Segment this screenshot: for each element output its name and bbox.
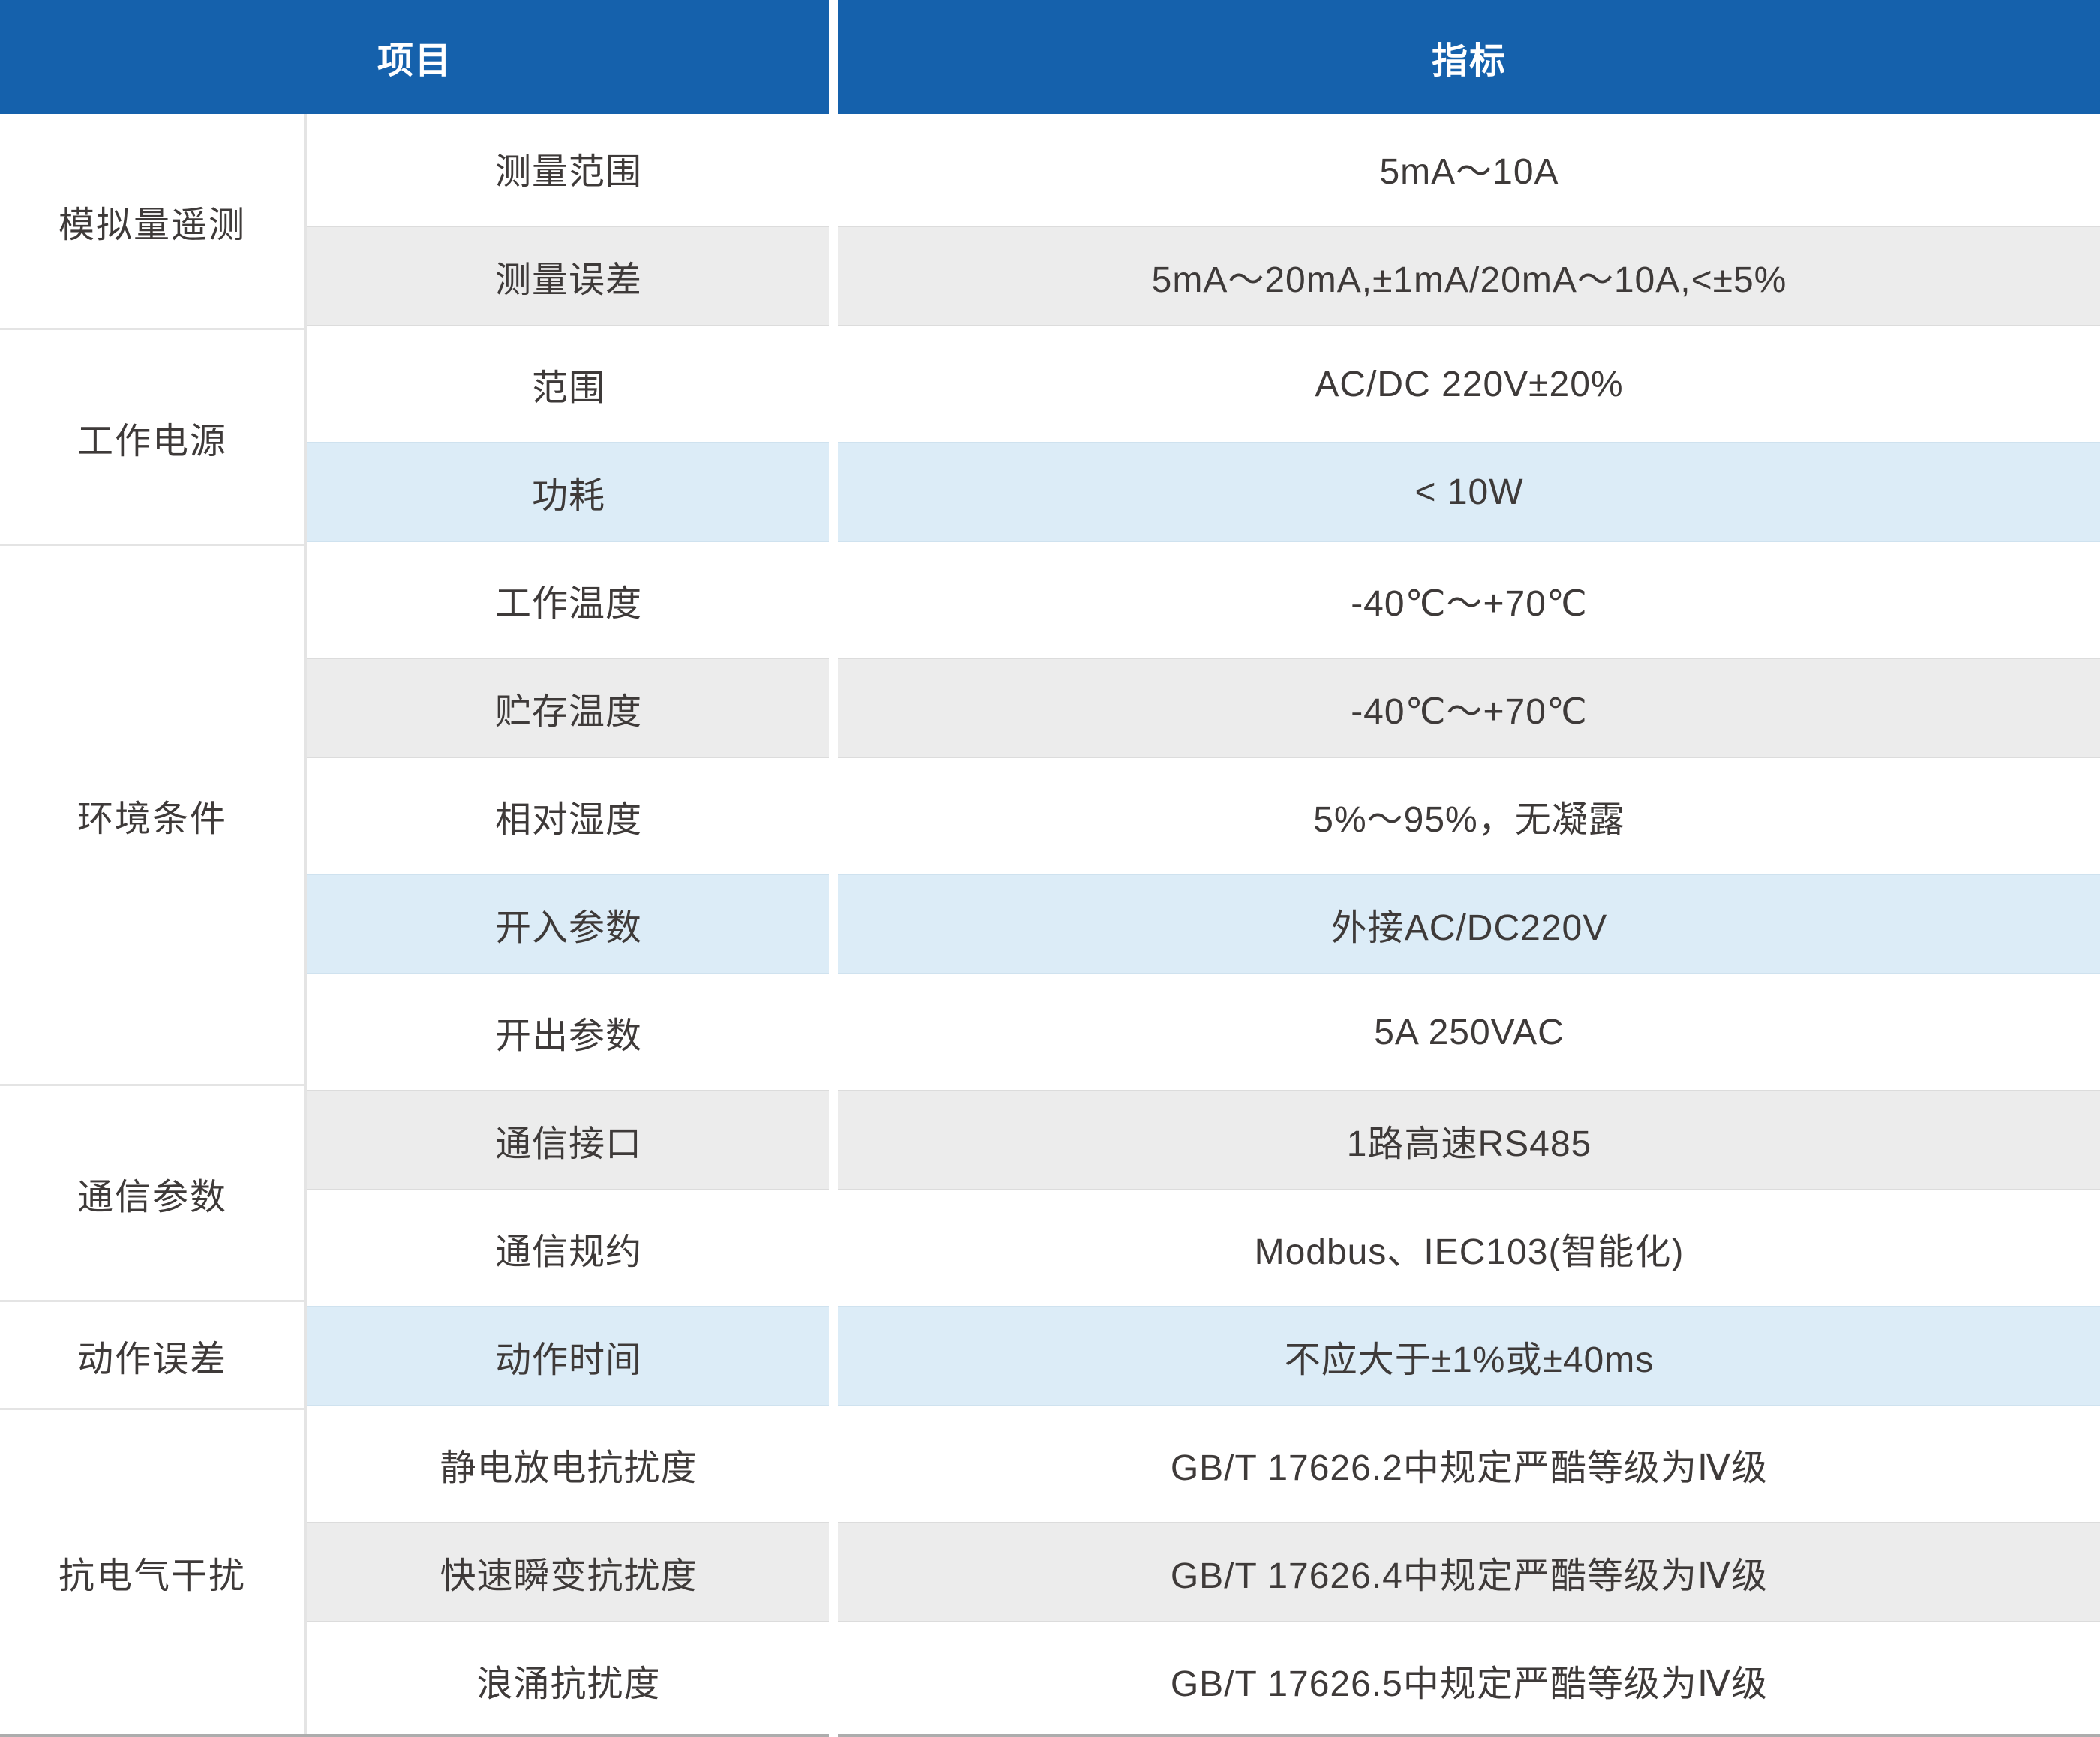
table-body: 模拟量遥测 工作电源 环境条件 通信参数 动作误差 抗电气干扰 测量范围 5mA…	[0, 114, 2100, 1734]
column-header-item: 项目	[0, 0, 830, 114]
item-cell: 工作温度	[308, 546, 830, 654]
item-cell: 范围	[308, 330, 830, 438]
group-cell-action-error: 动作误差	[0, 1302, 304, 1410]
value-cell: 不应大于±1%或±40ms	[838, 1306, 2100, 1406]
value-cell: < 10W	[838, 442, 2100, 542]
item-cell: 通信规约	[308, 1194, 830, 1302]
value-cell: 外接AC/DC220V	[838, 874, 2100, 974]
value-cell: 1路高速RS485	[838, 1090, 2100, 1190]
value-cell: GB/T 17626.4中规定严酷等级为Ⅳ级	[838, 1522, 2100, 1622]
value-cell: AC/DC 220V±20%	[838, 330, 2100, 438]
item-cell: 相对湿度	[308, 762, 830, 870]
item-cell: 测量误差	[308, 226, 830, 326]
bottom-rule-right	[838, 1734, 2100, 1737]
group-cell-power-supply: 工作电源	[0, 330, 304, 546]
group-cell-communication: 通信参数	[0, 1086, 304, 1302]
header-gap	[830, 0, 838, 114]
value-cell: 5A 250VAC	[838, 978, 2100, 1086]
value-cell: 5%～95%，无凝露	[838, 762, 2100, 870]
item-cell: 开出参数	[308, 978, 830, 1086]
item-cell: 动作时间	[308, 1306, 830, 1406]
bottom-rule-gap	[830, 1734, 838, 1737]
bottom-rule	[0, 1734, 2100, 1737]
group-cell-environment: 环境条件	[0, 546, 304, 1086]
group-cell-emc-immunity: 抗电气干扰	[0, 1410, 304, 1734]
group-cell-analog-telemetry: 模拟量遥测	[0, 114, 304, 330]
item-cell: 浪涌抗扰度	[308, 1626, 830, 1734]
value-cell: 5mA～20mA,±1mA/20mA～10A,<±5%	[838, 226, 2100, 326]
item-cell: 测量范围	[308, 114, 830, 222]
value-cell: GB/T 17626.5中规定严酷等级为Ⅳ级	[838, 1626, 2100, 1734]
value-cell: GB/T 17626.2中规定严酷等级为Ⅳ级	[838, 1410, 2100, 1518]
bottom-rule-left	[0, 1734, 830, 1737]
value-cell: -40℃～+70℃	[838, 546, 2100, 654]
item-cell: 快速瞬变抗扰度	[308, 1522, 830, 1622]
item-cell: 贮存温度	[308, 658, 830, 758]
item-cell: 功耗	[308, 442, 830, 542]
column-header-spec: 指标	[838, 0, 2100, 114]
item-cell: 通信接口	[308, 1090, 830, 1190]
value-cell: -40℃～+70℃	[838, 658, 2100, 758]
column-divider	[304, 114, 308, 1734]
item-cell: 开入参数	[308, 874, 830, 974]
value-cell: 5mA～10A	[838, 114, 2100, 222]
table-header-row: 项目 指标	[0, 0, 2100, 114]
item-cell: 静电放电抗扰度	[308, 1410, 830, 1518]
value-cell: Modbus、IEC103(智能化)	[838, 1194, 2100, 1302]
